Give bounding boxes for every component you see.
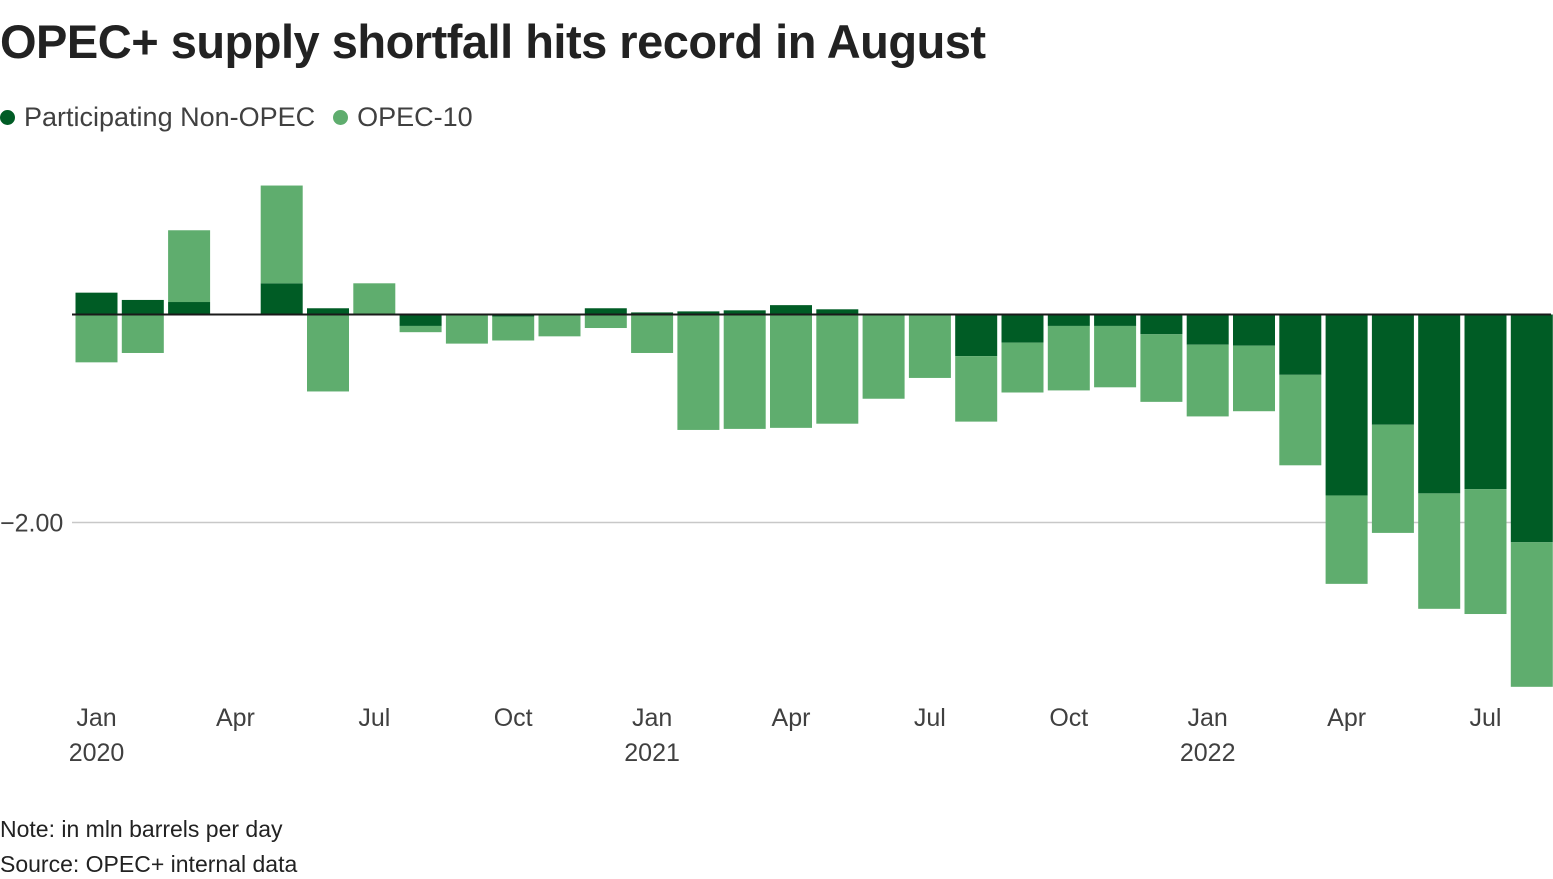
bar-opec-10-27 (1325, 495, 1368, 584)
x-tick-label-10: Jul (1470, 704, 1502, 732)
bar-opec-10-19 (955, 356, 998, 422)
x-tick-year-label-0: 2020 (69, 739, 125, 767)
bar-opec-10-31 (1510, 542, 1553, 687)
bar-opec-10-13 (677, 314, 720, 430)
bar-opec-10-16 (816, 314, 859, 424)
bar-opec-10-1 (121, 314, 164, 353)
bar-opec-10-26 (1279, 374, 1322, 466)
bar-opec-10-4 (260, 185, 303, 284)
legend-label-participating-non-opec: Participating Non-OPEC (24, 102, 316, 132)
x-tick-label-0: Jan (76, 704, 116, 732)
bar-participating-non-opec-29 (1418, 314, 1461, 494)
bar-participating-non-opec-11 (584, 308, 627, 315)
bar-participating-non-opec-13 (677, 311, 720, 315)
bar-opec-10-10 (538, 314, 581, 337)
legend-swatch-opec-10 (333, 110, 349, 125)
legend-item-opec-10: OPEC-10 (333, 102, 473, 133)
bar-opec-10-24 (1186, 344, 1229, 417)
x-tick-label-5: Apr (772, 704, 811, 732)
bar-participating-non-opec-14 (723, 310, 766, 315)
bar-participating-non-opec-28 (1371, 314, 1414, 425)
bar-opec-10-18 (908, 314, 951, 378)
bar-participating-non-opec-20 (1001, 314, 1044, 343)
y-tick-label-0: −2.00 (0, 510, 63, 538)
bar-participating-non-opec-4 (260, 283, 303, 315)
bar-participating-non-opec-21 (1047, 314, 1090, 326)
x-tick-year-label-8: 2022 (1180, 739, 1236, 767)
bar-opec-10-29 (1418, 493, 1461, 609)
x-tick-label-9: Apr (1327, 704, 1366, 732)
bar-participating-non-opec-30 (1464, 314, 1507, 490)
bar-opec-10-2 (168, 230, 211, 303)
bar-participating-non-opec-12 (631, 312, 674, 315)
legend: Participating Non-OPEC OPEC-10 (0, 102, 491, 133)
bar-participating-non-opec-2 (168, 302, 211, 315)
bar-participating-non-opec-24 (1186, 314, 1229, 345)
bar-participating-non-opec-22 (1094, 314, 1137, 326)
bar-opec-10-28 (1371, 424, 1414, 533)
source-note: Source: OPEC+ internal data (0, 851, 298, 877)
x-tick-label-3: Oct (494, 704, 533, 732)
bar-opec-10-23 (1140, 334, 1183, 402)
bar-opec-10-6 (353, 283, 396, 315)
bar-participating-non-opec-9 (492, 314, 535, 317)
legend-label-opec-10: OPEC-10 (357, 102, 473, 132)
chart-title: OPEC+ supply shortfall hits record in Au… (0, 15, 986, 68)
bar-opec-10-0 (75, 314, 118, 363)
x-tick-label-6: Jul (914, 704, 946, 732)
bar-opec-10-5 (307, 314, 349, 392)
x-tick-label-1: Apr (216, 704, 255, 732)
x-tick-label-2: Jul (358, 704, 390, 732)
bar-opec-10-9 (492, 316, 535, 341)
bar-opec-10-17 (862, 314, 905, 399)
bar-opec-10-21 (1047, 325, 1090, 391)
bar-opec-10-8 (445, 314, 488, 344)
bar-participating-non-opec-5 (307, 308, 349, 315)
bar-opec-10-11 (584, 314, 627, 329)
bar-participating-non-opec-25 (1233, 314, 1275, 346)
x-tick-label-8: Jan (1188, 704, 1228, 732)
bar-participating-non-opec-19 (955, 314, 998, 357)
x-tick-label-4: Jan (632, 704, 672, 732)
bar-participating-non-opec-0 (75, 292, 118, 315)
unit-note: Note: in mln barrels per day (0, 816, 283, 842)
bar-participating-non-opec-16 (816, 309, 859, 315)
legend-item-participating-non-opec: Participating Non-OPEC (0, 102, 315, 133)
bar-opec-10-14 (723, 314, 766, 429)
bar-opec-10-12 (631, 314, 674, 353)
bar-opec-10-7 (399, 325, 442, 333)
bar-participating-non-opec-23 (1140, 314, 1183, 335)
bar-participating-non-opec-27 (1325, 314, 1368, 496)
bar-participating-non-opec-15 (770, 305, 812, 315)
bar-opec-10-20 (1001, 342, 1044, 393)
bar-participating-non-opec-26 (1279, 314, 1322, 375)
bar-opec-10-22 (1094, 325, 1137, 388)
bar-participating-non-opec-7 (399, 314, 442, 326)
bar-opec-10-30 (1464, 489, 1507, 615)
x-tick-year-label-4: 2021 (624, 739, 680, 767)
bar-opec-10-25 (1233, 345, 1275, 412)
x-tick-label-7: Oct (1049, 704, 1088, 732)
bar-participating-non-opec-31 (1510, 314, 1553, 543)
bar-participating-non-opec-1 (121, 299, 164, 315)
bar-opec-10-15 (770, 314, 812, 428)
legend-swatch-participating-non-opec (0, 110, 15, 125)
